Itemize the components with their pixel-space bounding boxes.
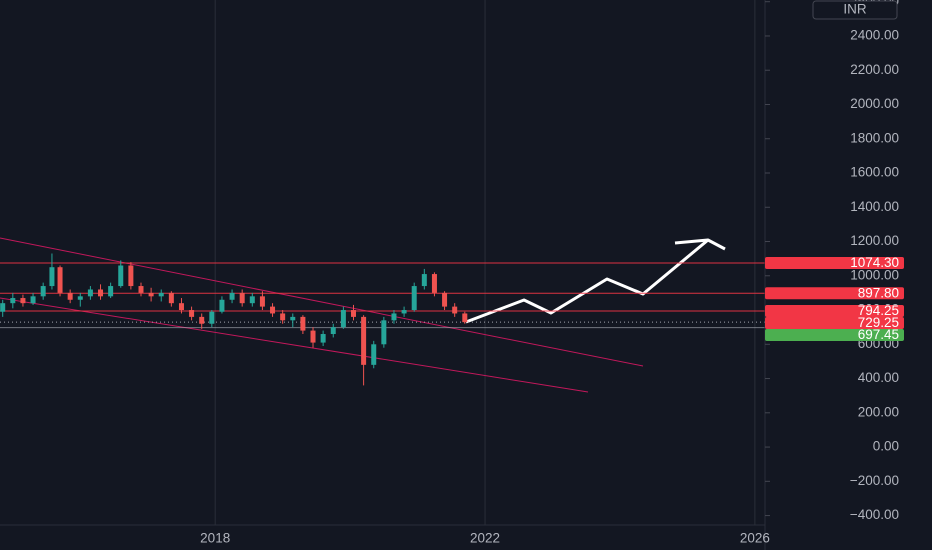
candle-body bbox=[219, 299, 225, 312]
currency-label: INR bbox=[843, 2, 867, 17]
candle-body bbox=[108, 286, 114, 297]
candle-body bbox=[452, 306, 458, 314]
candle-body bbox=[431, 274, 437, 293]
candle-body bbox=[270, 306, 276, 314]
candle-body bbox=[330, 327, 336, 335]
candle-body bbox=[350, 310, 356, 317]
candle-body bbox=[320, 334, 326, 343]
candle-body bbox=[391, 313, 397, 321]
candle-body bbox=[158, 292, 164, 297]
candle-body bbox=[98, 289, 104, 297]
candle-body bbox=[401, 310, 407, 314]
candle-body bbox=[40, 286, 46, 297]
y-tick-label: 400.00 bbox=[858, 370, 899, 385]
y-tick-label: −200.00 bbox=[850, 473, 899, 488]
candle-body bbox=[411, 286, 417, 311]
y-tick-label: 2000.00 bbox=[850, 96, 899, 111]
y-tick-label: 1800.00 bbox=[850, 130, 899, 145]
price-tag bbox=[765, 257, 904, 270]
candle-body bbox=[199, 316, 205, 324]
candle-body bbox=[280, 313, 286, 321]
candle-body bbox=[178, 303, 184, 311]
candle-body bbox=[209, 311, 215, 324]
currency-box bbox=[812, 0, 898, 20]
candle-body bbox=[30, 296, 36, 304]
candle-body bbox=[189, 310, 195, 317]
x-tick-label: 2026 bbox=[740, 531, 770, 546]
y-tick-label: 1000.00 bbox=[850, 267, 899, 282]
price-tag-label: 697.45 bbox=[858, 327, 899, 342]
candle-body bbox=[49, 267, 55, 287]
candle-body bbox=[381, 320, 387, 345]
candle-body bbox=[361, 316, 367, 365]
candle-body bbox=[442, 292, 448, 307]
candle-body bbox=[10, 298, 16, 304]
candle-body bbox=[67, 292, 73, 300]
price-tag-label: 729.25 bbox=[858, 315, 899, 330]
axes-layer: −400.00−200.000.00200.00400.00600.00800.… bbox=[200, 0, 904, 546]
price-tag-label: 1074.30 bbox=[850, 255, 899, 270]
candle-body bbox=[249, 296, 255, 304]
y-tick-label: −400.00 bbox=[850, 507, 899, 522]
candle-body bbox=[310, 330, 316, 343]
price-tag-label: 794.25 bbox=[858, 303, 899, 318]
candle-body bbox=[77, 296, 83, 300]
price-tag bbox=[765, 317, 904, 330]
price-tag bbox=[765, 287, 904, 300]
candle-body bbox=[300, 316, 306, 331]
candle-body bbox=[128, 265, 134, 287]
y-tick-label: 2200.00 bbox=[850, 62, 899, 77]
candle-body bbox=[138, 286, 144, 293]
candle-body bbox=[421, 274, 427, 287]
candle-body bbox=[0, 303, 6, 312]
y-tick-label: 0.00 bbox=[873, 439, 899, 454]
candle-body bbox=[20, 298, 26, 304]
x-tick-label: 2018 bbox=[200, 531, 230, 546]
candle-body bbox=[239, 292, 245, 304]
x-tick-label: 2022 bbox=[470, 531, 500, 546]
channel-upper bbox=[0, 237, 644, 367]
y-tick-label: 1400.00 bbox=[850, 199, 899, 214]
channel-lower bbox=[0, 297, 589, 393]
arrow-head bbox=[674, 238, 709, 245]
price-tag bbox=[765, 329, 904, 342]
y-tick-label: 2400.00 bbox=[850, 28, 899, 43]
y-tick-label: 1200.00 bbox=[850, 233, 899, 248]
candle-body bbox=[290, 316, 296, 321]
candle-body bbox=[340, 310, 346, 328]
candle-body bbox=[462, 313, 468, 323]
candle-body bbox=[168, 292, 174, 304]
y-tick-label: 200.00 bbox=[858, 404, 899, 419]
candle-body bbox=[118, 265, 124, 287]
candle-body bbox=[148, 292, 154, 297]
candle-body bbox=[87, 289, 93, 297]
candle-body bbox=[229, 292, 235, 300]
candle-body bbox=[57, 267, 63, 293]
y-tick-label: 1600.00 bbox=[850, 165, 899, 180]
price-tag bbox=[765, 305, 904, 318]
plot-layer bbox=[0, 237, 765, 393]
price-tag-label: 897.80 bbox=[858, 285, 899, 300]
grid-layer bbox=[214, 0, 756, 525]
candle-body bbox=[371, 344, 377, 365]
candle-body bbox=[259, 296, 265, 307]
